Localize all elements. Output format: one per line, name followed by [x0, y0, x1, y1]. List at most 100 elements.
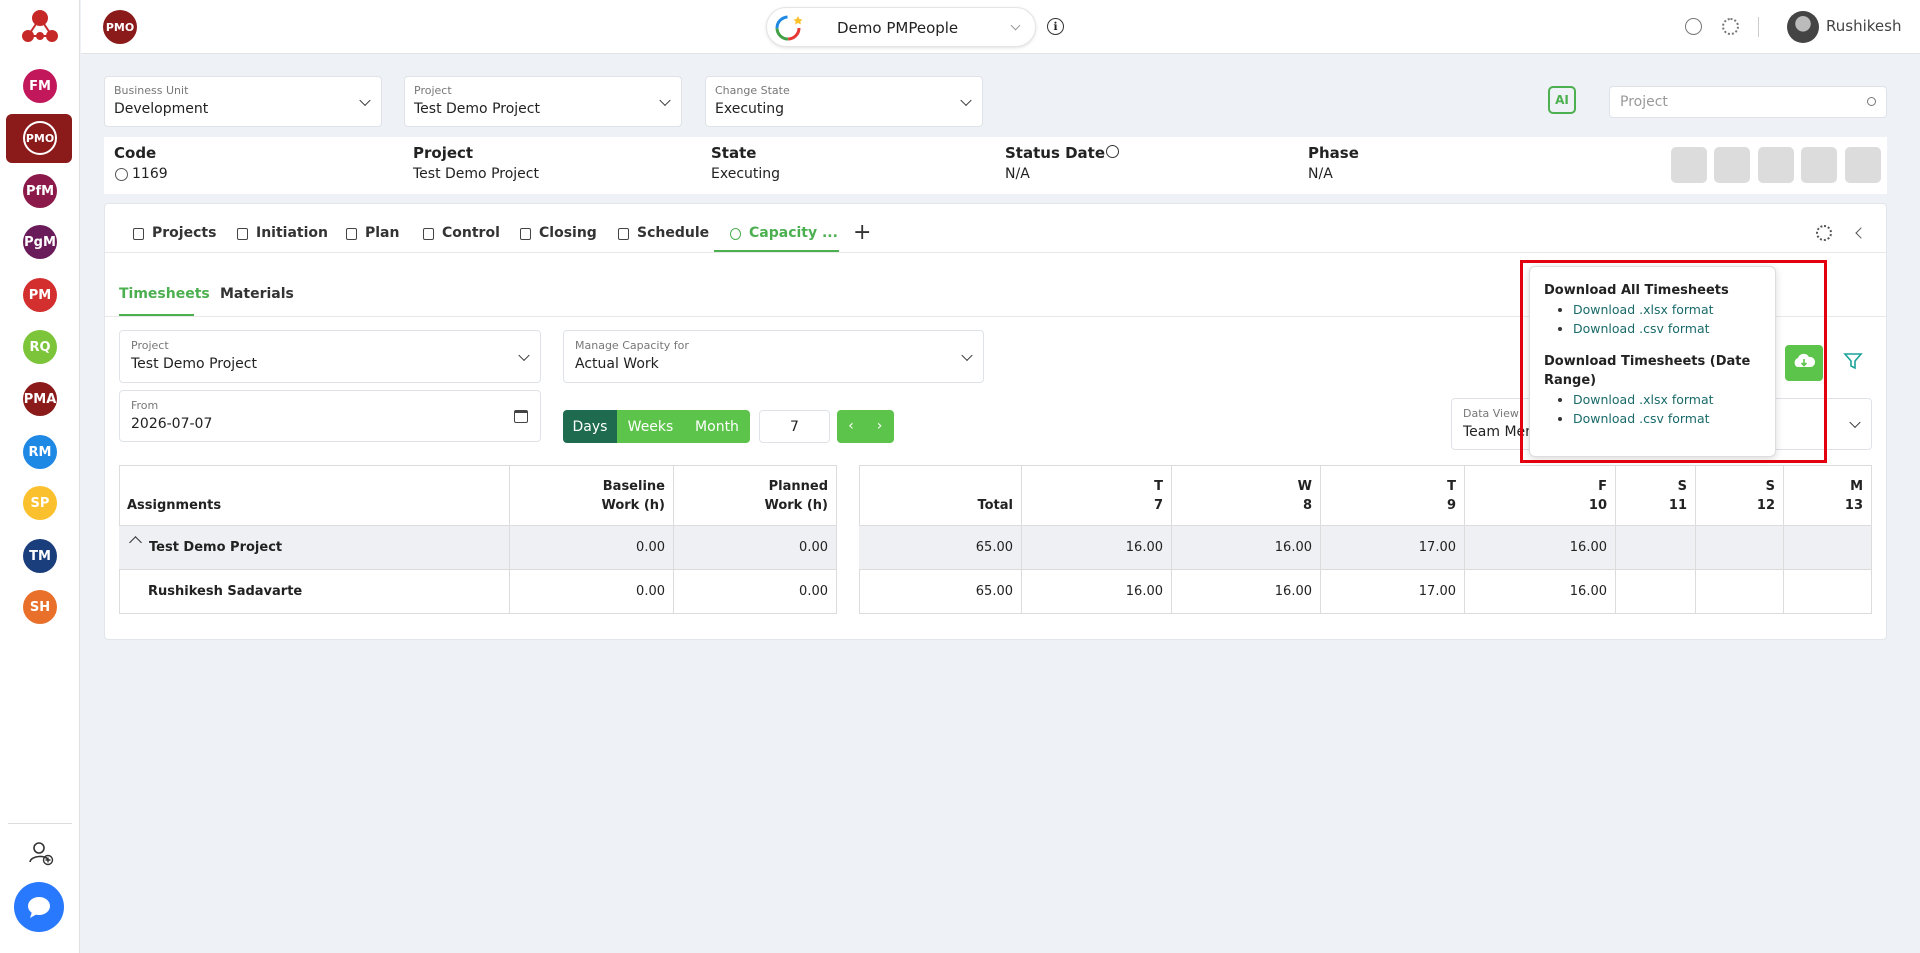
summary-action-button[interactable]: [1845, 147, 1881, 183]
module-button[interactable]: SP: [23, 486, 57, 520]
header-text: 9: [1446, 498, 1456, 513]
chevron: [518, 349, 530, 361]
module-button[interactable]: RQ: [23, 330, 57, 364]
module-button[interactable]: TM: [23, 539, 57, 573]
tab[interactable]: Plan: [365, 225, 400, 241]
table-cell: [1696, 570, 1784, 614]
download-button[interactable]: [1785, 345, 1823, 381]
tab[interactable]: Closing: [539, 225, 597, 241]
field-label: Manage Capacity for: [575, 339, 689, 352]
table-cell: [1696, 526, 1784, 570]
top-bar: PMO Demo PMPeople ℹ Rushikesh: [81, 0, 1920, 54]
filter-label: Business Unit: [114, 84, 189, 97]
summary-value: 1169: [132, 166, 168, 182]
tab[interactable]: Projects: [152, 225, 217, 241]
panel-settings[interactable]: [1816, 225, 1832, 241]
tab-icon: [133, 228, 144, 240]
avatar[interactable]: [1787, 11, 1819, 43]
summary-action-button[interactable]: [1758, 147, 1794, 183]
module-button[interactable]: RM: [23, 435, 57, 469]
tab-icon: [618, 228, 629, 240]
collapse-button[interactable]: [1855, 227, 1867, 239]
table-cell: 16.00: [1022, 570, 1172, 614]
summary-label: Status Date: [1005, 144, 1106, 162]
workspace-logo: [775, 15, 803, 41]
header-text: Work (h): [764, 498, 828, 513]
summary-label: State: [711, 144, 757, 162]
summary-action-button[interactable]: [1714, 147, 1750, 183]
summary-value: N/A: [1308, 166, 1333, 182]
menu-link[interactable]: Download .csv format: [1544, 409, 1761, 428]
filter-select[interactable]: Project Test Demo Project: [404, 76, 682, 127]
header-text: 10: [1588, 498, 1607, 513]
bullet: [1558, 308, 1562, 312]
module-button[interactable]: SH: [23, 590, 57, 624]
language-icon[interactable]: [1685, 18, 1702, 35]
menu-link[interactable]: Download .xlsx format: [1544, 390, 1761, 409]
filter-select[interactable]: Business Unit Development: [104, 76, 382, 127]
user-name[interactable]: Rushikesh: [1826, 17, 1902, 35]
project-summary: Code 1169 Project Test Demo Project State Exe…: [104, 137, 1887, 194]
project-select[interactable]: Project Test Demo Project: [119, 330, 541, 383]
tab-icon: [237, 228, 248, 240]
tab[interactable]: Initiation: [256, 225, 328, 241]
logo-icon: [22, 10, 58, 42]
info-icon[interactable]: ℹ: [1047, 18, 1064, 35]
table-cell: 65.00: [859, 526, 1022, 570]
summary-action-button[interactable]: [1801, 147, 1837, 183]
table-cell: 0.00: [674, 570, 837, 614]
manage-select[interactable]: Manage Capacity for Actual Work: [563, 330, 984, 383]
tab-icon: [730, 228, 741, 240]
pmo-badge: PMO: [103, 10, 137, 44]
settings-icon[interactable]: [1722, 18, 1739, 35]
add-tab-button[interactable]: +: [853, 220, 872, 245]
module-button[interactable]: PfM: [23, 174, 57, 208]
subtab[interactable]: Timesheets: [119, 286, 210, 302]
header-text: 11: [1668, 498, 1687, 513]
next-button[interactable]: ›: [865, 410, 894, 443]
prev-button[interactable]: ‹: [837, 410, 865, 443]
period-button[interactable]: Days: [563, 410, 617, 443]
table-cell: [1616, 526, 1696, 570]
tab[interactable]: Control: [442, 225, 500, 241]
filter-icon: [1843, 353, 1863, 370]
summary-action-button[interactable]: [1671, 147, 1707, 183]
workspace-selector[interactable]: Demo PMPeople: [766, 7, 1036, 47]
tab-icon: [423, 228, 434, 240]
module-button[interactable]: PMO: [23, 121, 57, 155]
add-user-button[interactable]: [28, 840, 54, 866]
header-text: Total: [977, 498, 1013, 513]
tab[interactable]: Schedule: [637, 225, 710, 241]
header-text: Assignments: [127, 498, 222, 513]
filter-select[interactable]: Change State Executing: [705, 76, 983, 127]
period-count-input[interactable]: 7: [759, 410, 830, 443]
chat-button[interactable]: [14, 882, 64, 932]
period-button[interactable]: Month: [684, 410, 750, 443]
chevron: [659, 94, 671, 106]
from-date[interactable]: From 2026-07-07: [119, 390, 541, 442]
period-button[interactable]: Weeks: [617, 410, 684, 443]
module-button[interactable]: PM: [23, 278, 57, 312]
summary-value: Executing: [711, 166, 781, 182]
header-cell: S 11: [1616, 465, 1696, 526]
header-text: 12: [1756, 498, 1775, 513]
header-text: Baseline: [602, 479, 665, 494]
menu-link[interactable]: Download .csv format: [1544, 319, 1761, 338]
tab[interactable]: Capacity ...: [749, 225, 838, 241]
bullet: [1558, 398, 1562, 402]
download-menu: Download All Timesheets Download .xlsx fo…: [1529, 266, 1776, 457]
search-input[interactable]: Project: [1609, 86, 1887, 118]
subtab[interactable]: Materials: [220, 286, 294, 302]
header-cell: Total: [859, 465, 1022, 526]
header-text: W: [1297, 479, 1312, 494]
table-cell: 16.00: [1465, 526, 1616, 570]
menu-link[interactable]: Download .xlsx format: [1544, 300, 1761, 319]
module-button[interactable]: FM: [23, 69, 57, 103]
summary-value: N/A: [1005, 166, 1030, 182]
header-cell: Baseline Work (h): [510, 465, 674, 526]
filter-button[interactable]: [1843, 351, 1863, 371]
ai-button[interactable]: AI: [1548, 86, 1576, 114]
calendar-icon[interactable]: [514, 410, 528, 423]
module-button[interactable]: PMA: [23, 382, 57, 416]
module-button[interactable]: PgM: [23, 225, 57, 259]
